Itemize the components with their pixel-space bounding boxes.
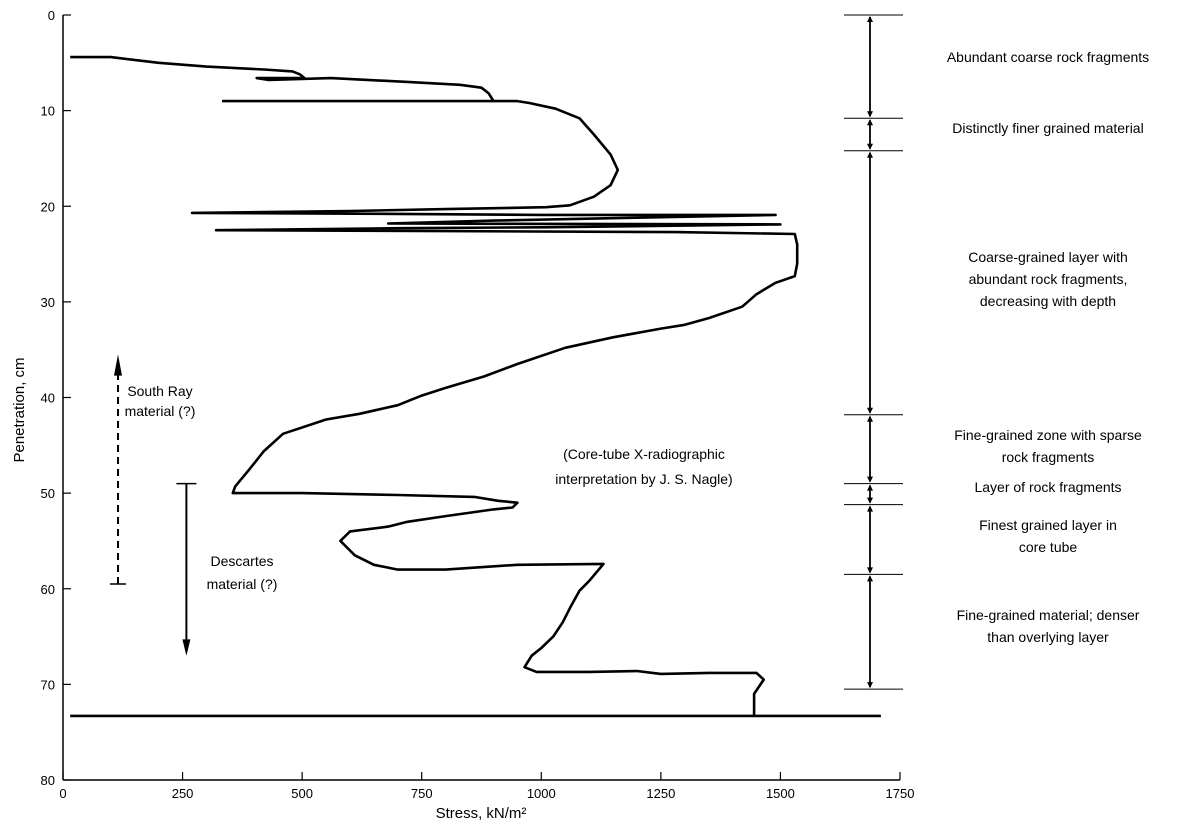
y-tick-label: 20 [41, 199, 55, 214]
layer-arrow-down-icon [867, 407, 873, 414]
layer-arrow-up-icon [867, 16, 873, 22]
layer-arrow-down-icon [867, 476, 873, 483]
x-tick-label: 500 [291, 786, 313, 801]
layer-arrow-down-icon [867, 111, 873, 118]
layer-label: Distinctly finer grained material [952, 120, 1143, 136]
y-tick-label: 80 [41, 773, 55, 788]
descartes-label: Descartes material (?) [207, 553, 278, 592]
annotations: South Ray material (?) Descartes material (… [110, 354, 733, 656]
layer-label: Layer of rock fragments [974, 479, 1121, 495]
y-tick-label: 10 [41, 104, 55, 119]
x-tick-label: 250 [172, 786, 194, 801]
x-tick-label: 1250 [646, 786, 675, 801]
layer-arrow-down-icon [867, 497, 873, 504]
south-ray-label: South Ray material (?) [125, 383, 196, 419]
layer-label: Fine-grained zone with sparse rock fragme… [954, 427, 1142, 465]
arrowhead-down-icon [182, 639, 191, 656]
plot-area [70, 55, 881, 718]
layer-arrow-up-icon [867, 119, 873, 126]
y-tick-label: 60 [41, 582, 55, 597]
layer-arrow-up-icon [867, 151, 873, 158]
layer-arrow-down-icon [867, 143, 873, 150]
layer-arrow-down-icon [867, 682, 873, 689]
layer-label: Abundant coarse rock fragments [947, 49, 1149, 65]
x-axis-title: Stress, kN/m² [436, 805, 527, 822]
arrowhead-up-icon [114, 354, 123, 376]
layer-arrow-down-icon [867, 567, 873, 574]
layer-arrow-up-icon [867, 505, 873, 512]
axes [62, 14, 901, 781]
core-tube-note: (Core-tube X-radiographic interpretation … [555, 446, 732, 487]
tick-labels: 0 10 20 30 40 50 60 70 80 0 250 500 750 1000 1250 1500 1… [41, 8, 915, 801]
y-tick-label: 0 [48, 8, 55, 23]
y-tick-label: 30 [41, 295, 55, 310]
y-axis-title: Penetration, cm [11, 357, 28, 462]
layer-column: Abundant coarse rock fragments Distinctly… [844, 14, 1149, 690]
layer-label: Coarse-grained layer with abundant rock f… [968, 249, 1128, 309]
x-tick-label: 1500 [766, 786, 795, 801]
layer-arrow-up-icon [867, 575, 873, 582]
x-tick-label: 0 [59, 786, 66, 801]
x-tick-label: 750 [411, 786, 433, 801]
layer-label: Fine-grained material; denser than overly… [957, 607, 1140, 645]
layer-arrow-up-icon [867, 484, 873, 491]
layer-label: Finest grained layer in core tube [979, 517, 1117, 555]
x-tick-label: 1000 [527, 786, 556, 801]
stress-curve [70, 55, 799, 716]
layer-arrow-up-icon [867, 415, 873, 422]
x-tick-label: 1750 [886, 786, 915, 801]
y-tick-label: 50 [41, 486, 55, 501]
y-tick-label: 40 [41, 391, 55, 406]
y-tick-label: 70 [41, 677, 55, 692]
